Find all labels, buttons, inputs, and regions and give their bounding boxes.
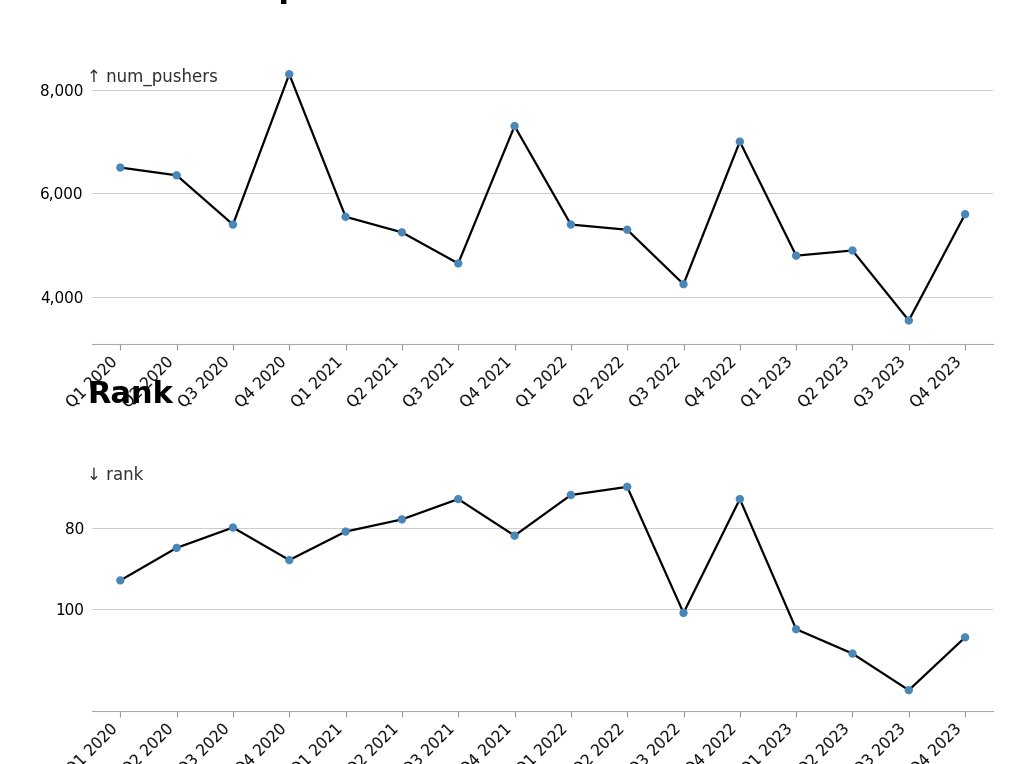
Point: [451, 257, 467, 270]
Point: [901, 684, 918, 696]
Point: [563, 219, 580, 231]
Point: [844, 244, 860, 257]
Point: [901, 314, 918, 326]
Text: ↓ rank: ↓ rank: [87, 466, 143, 484]
Point: [112, 161, 129, 173]
Point: [224, 521, 242, 533]
Point: [393, 226, 410, 238]
Point: [451, 493, 467, 505]
Point: [676, 278, 692, 290]
Point: [731, 135, 748, 147]
Point: [844, 647, 860, 659]
Point: [731, 493, 748, 505]
Text: Number of pushers: Number of pushers: [87, 0, 416, 4]
Point: [618, 224, 635, 236]
Point: [168, 169, 184, 181]
Point: [506, 529, 522, 542]
Point: [168, 542, 184, 554]
Point: [338, 211, 354, 223]
Point: [338, 526, 354, 538]
Point: [281, 68, 297, 80]
Text: Rank: Rank: [87, 380, 173, 409]
Point: [618, 481, 635, 493]
Point: [788, 623, 805, 636]
Point: [393, 513, 410, 526]
Text: ↑ num_pushers: ↑ num_pushers: [87, 68, 218, 86]
Point: [506, 120, 522, 132]
Point: [788, 250, 805, 262]
Point: [281, 554, 297, 566]
Point: [224, 219, 242, 231]
Point: [676, 607, 692, 619]
Point: [563, 489, 580, 501]
Point: [956, 631, 973, 643]
Point: [956, 208, 973, 220]
Point: [112, 575, 129, 587]
